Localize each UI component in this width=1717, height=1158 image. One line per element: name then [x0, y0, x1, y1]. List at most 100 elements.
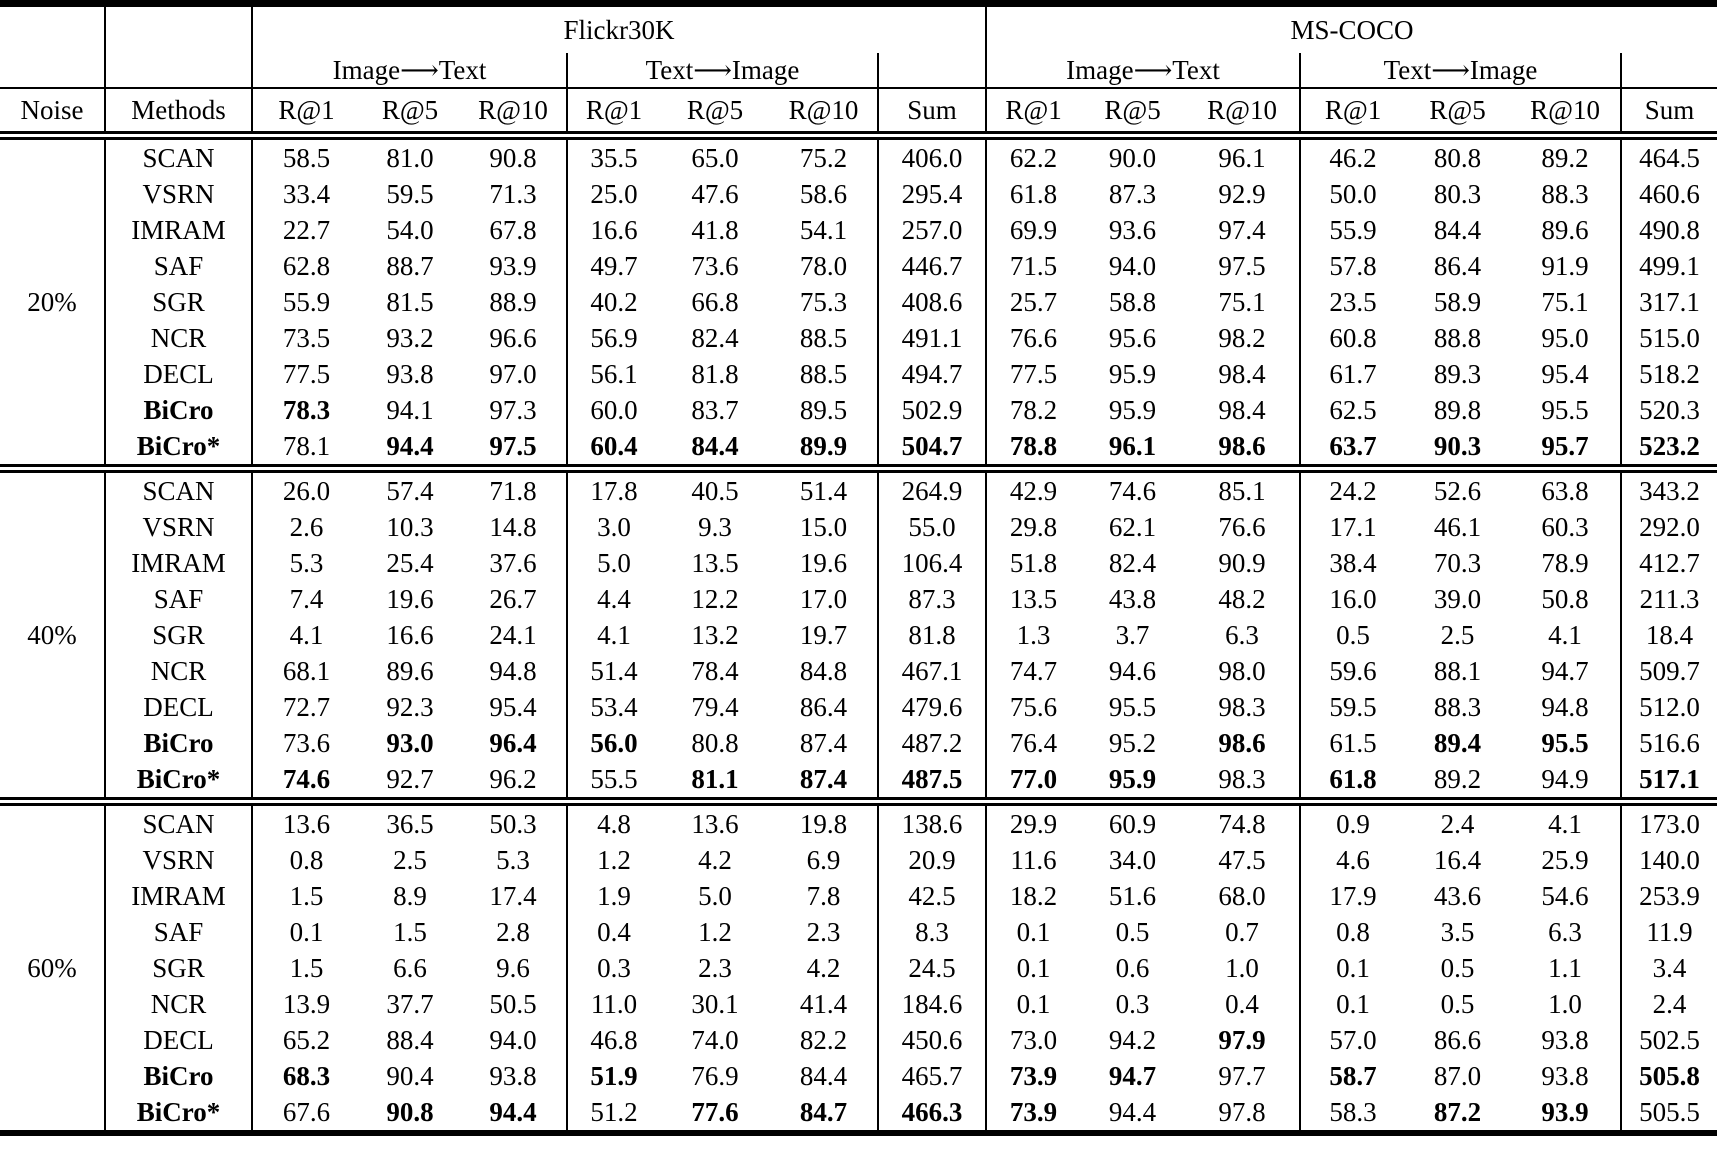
value-cell: 52.6 [1405, 464, 1511, 509]
value-cell: 19.6 [799, 548, 848, 578]
value-cell: 11.0 [566, 986, 660, 1022]
value-cell: 56.0 [566, 725, 660, 761]
value-cell: 95.5 [1541, 395, 1589, 425]
value-cell: 88.4 [386, 1025, 434, 1055]
value-cell: 1.2 [698, 917, 732, 947]
value-cell: 61.5 [1299, 725, 1406, 761]
value-cell: 29.8 [985, 509, 1081, 545]
value-cell: 95.2 [1108, 728, 1157, 758]
empty-cell [0, 53, 105, 88]
value-cell: 95.9 [1108, 395, 1157, 425]
value-cell: 9.6 [496, 953, 530, 983]
value-cell: 75.6 [985, 689, 1081, 725]
value-cell: 74.7 [985, 653, 1081, 689]
value-cell: 2.6 [251, 509, 360, 545]
empty-cell [104, 53, 252, 88]
value-cell: 97.3 [489, 395, 537, 425]
value-cell: 343.2 [1620, 464, 1717, 509]
table-row: IMRAM 1.5 8.9 17.4 1.9 5.0 7.8 42.5 18.2 51.6 68.0… [0, 878, 1717, 914]
value-cell: 62.1 [1108, 512, 1157, 542]
value-cell: 62.5 [1299, 392, 1406, 428]
value-cell: 67.8 [489, 215, 537, 245]
value-cell: 0.5 [1440, 953, 1475, 983]
value-cell: 30.1 [691, 989, 739, 1019]
value-cell: 81.5 [386, 287, 434, 317]
value-cell: 8.9 [393, 881, 427, 911]
value-cell: 58.5 [251, 131, 360, 176]
value-cell: 89.6 [1541, 215, 1589, 245]
value-cell: 92.3 [386, 692, 434, 722]
value-cell: 9.3 [698, 512, 732, 542]
method-cell: BiCro [104, 725, 252, 761]
value-cell: 16.6 [386, 620, 434, 650]
value-cell: 54.0 [386, 215, 434, 245]
value-cell: 95.4 [1541, 359, 1589, 389]
value-cell: 11.9 [1620, 914, 1717, 950]
value-cell: 5.0 [566, 545, 660, 581]
method-cell: BiCro* [104, 428, 252, 469]
value-cell: 42.9 [985, 464, 1081, 509]
value-cell: 88.8 [1433, 323, 1482, 353]
method-cell: SGR [104, 284, 252, 320]
value-cell: 94.2 [1108, 1025, 1157, 1055]
value-cell: 75.2 [770, 131, 878, 176]
value-cell: 95.4 [489, 692, 537, 722]
metric-header-r5: R@5 [1080, 87, 1186, 136]
value-cell: 24.1 [489, 620, 537, 650]
value-cell: 88.3 [1433, 692, 1482, 722]
value-cell: 37.6 [489, 548, 537, 578]
value-cell: 65.2 [251, 1022, 360, 1058]
value-cell: 40.5 [660, 464, 770, 509]
value-cell: 56.9 [566, 320, 660, 356]
value-cell: 515.0 [1620, 320, 1717, 356]
value-cell: 88.5 [799, 323, 848, 353]
value-cell: 76.9 [691, 1061, 739, 1091]
value-cell: 25.7 [985, 284, 1081, 320]
value-cell: 43.8 [1108, 584, 1157, 614]
value-cell: 63.8 [1510, 464, 1622, 509]
value-cell: 96.1 [1108, 431, 1157, 461]
value-cell: 78.0 [799, 251, 848, 281]
table-row: SGR 4.1 16.6 24.1 4.1 13.2 19.7 81.8 1.3 3.7 6.3 0.… [0, 617, 1717, 653]
value-cell: 464.5 [1620, 131, 1717, 176]
value-cell: 0.7 [1225, 917, 1259, 947]
dataset-header-mscoco: MS-COCO [985, 3, 1717, 53]
value-cell: 1.2 [566, 842, 660, 878]
value-cell: 13.6 [660, 797, 770, 842]
methods-column-header: Methods [104, 87, 252, 136]
value-cell: 58.8 [1108, 287, 1157, 317]
value-cell: 16.0 [1299, 581, 1406, 617]
value-cell: 499.1 [1620, 248, 1717, 284]
value-cell: 406.0 [876, 131, 987, 176]
metric-header-r1: R@1 [1299, 87, 1406, 136]
value-cell: 77.5 [985, 356, 1081, 392]
value-cell: 50.0 [1299, 176, 1406, 212]
value-cell: 1.5 [251, 950, 360, 986]
table-row: 20% SCAN 58.5 81.0 90.8 35.5 65.0 75.2 406.0 62.2… [0, 131, 1717, 469]
value-cell: 80.3 [1433, 179, 1482, 209]
value-cell: 19.7 [799, 620, 848, 650]
value-cell: 51.9 [566, 1058, 660, 1094]
value-cell: 82.4 [691, 323, 739, 353]
value-cell: 0.5 [1299, 617, 1406, 653]
value-cell: 87.3 [876, 581, 987, 617]
value-cell: 408.6 [876, 284, 987, 320]
value-cell: 257.0 [876, 212, 987, 248]
value-cell: 81.0 [360, 131, 460, 176]
value-cell: 58.3 [1299, 1094, 1406, 1133]
value-cell: 40.2 [566, 284, 660, 320]
value-cell: 502.5 [1620, 1022, 1717, 1058]
table-row: SAF 0.1 1.5 2.8 0.4 1.2 2.3 8.3 0.1 0.5 0.7 0.8 3.5 6… [0, 914, 1717, 950]
value-cell: 17.9 [1299, 878, 1406, 914]
value-cell: 73.9 [985, 1094, 1081, 1133]
value-cell: 54.6 [1541, 881, 1589, 911]
table-row: BiCro 78.3 94.1 97.3 60.0 83.7 89.5 502.9 78.2 95… [0, 392, 1717, 428]
value-cell: 97.4 [1218, 215, 1266, 245]
value-cell: 89.6 [386, 656, 434, 686]
value-cell: 65.0 [660, 131, 770, 176]
method-cell: SAF [104, 581, 252, 617]
value-cell: 87.2 [1433, 1097, 1482, 1127]
value-cell: 412.7 [1620, 545, 1717, 581]
value-cell: 94.4 [1108, 1097, 1157, 1127]
